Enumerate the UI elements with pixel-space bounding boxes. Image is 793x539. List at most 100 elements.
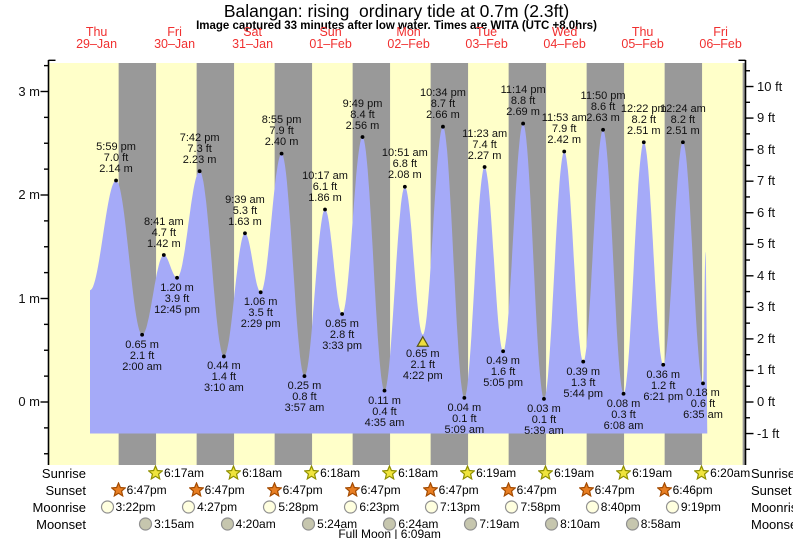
- sunrise-star-icon: [460, 465, 476, 480]
- y-axis-label-m: 3 m: [18, 83, 40, 99]
- sunrise-time: 6:19am: [476, 465, 517, 480]
- moonrise-time: 9:19pm: [680, 499, 721, 514]
- sunset-entry: 6:47pm: [578, 482, 635, 497]
- low-tide-label: 0.65 m 2.1 ft 4:22 pm: [402, 347, 443, 382]
- low-tide-label: 0.44 m 1.4 ft 3:10 am: [204, 360, 244, 395]
- y-axis-label-m: 2 m: [18, 187, 40, 202]
- sunrise-star-icon: [694, 465, 710, 480]
- high-tide-label: 11:53 am 7.9 ft 2.42 m: [541, 112, 587, 147]
- moonset-circle-icon: [383, 517, 397, 531]
- sunset-row-label-left: Sunset: [45, 483, 86, 498]
- low-tide-label: 0.49 m 1.6 ft 5:05 pm: [483, 355, 523, 390]
- low-tide-label: 0.65 m 2.1 ft 2:00 am: [122, 338, 162, 373]
- moonrise-time: 6:23pm: [359, 499, 400, 514]
- tide-extreme-dot: [482, 165, 487, 169]
- y-axis-label-ft: 4 ft: [757, 267, 776, 283]
- day-label: Sat 31–Jan: [232, 25, 274, 51]
- y-axis-label-ft: 8 ft: [757, 141, 776, 157]
- tide-extreme-dot: [258, 290, 263, 295]
- sunrise-time: 6:18am: [398, 465, 439, 480]
- moonrise-row-label-right: Moonrise: [751, 500, 793, 515]
- sunset-star-icon: [344, 482, 360, 497]
- day-label: Sun 01–Feb: [309, 25, 352, 51]
- moonrise-circle-icon: [665, 500, 679, 514]
- sunrise-star-icon: [538, 465, 554, 480]
- sunset-star-icon: [500, 482, 516, 497]
- sunrise-entry: 6:19am: [460, 465, 516, 480]
- high-tide-label: 11:23 am 7.4 ft 2.27 m: [462, 127, 508, 162]
- moonset-circle-icon: [302, 517, 316, 531]
- moonrise-entry: 8:40pm: [585, 499, 641, 514]
- tide-extreme-dot: [542, 396, 546, 401]
- sunset-star-icon: [578, 482, 594, 497]
- sunrise-star-icon: [148, 465, 164, 480]
- high-tide-label: 12:24 am 8.2 ft 2.51 m: [659, 102, 706, 137]
- sunset-time: 6:47pm: [204, 482, 245, 497]
- sunrise-time: 6:17am: [164, 465, 205, 480]
- day-label: Fri 30–Jan: [154, 25, 196, 51]
- moonrise-entry: 5:28pm: [262, 499, 318, 514]
- tide-extreme-dot: [197, 169, 202, 174]
- low-tide-label: 0.25 m 0.8 ft 3:57 am: [284, 380, 325, 415]
- tide-extreme-dot: [340, 312, 345, 316]
- sunset-time: 6:47pm: [282, 482, 323, 497]
- sunset-entry: 6:46pm: [656, 482, 713, 497]
- moonset-circle-icon: [464, 517, 478, 531]
- moonrise-circle-icon: [100, 500, 114, 514]
- low-tide-label: 0.11 m 0.4 ft 4:35 am: [364, 394, 405, 429]
- sunrise-entry: 6:19am: [616, 465, 672, 480]
- tide-extreme-dot: [562, 149, 567, 154]
- low-tide-label: 0.36 m 1.2 ft 6:21 pm: [643, 368, 684, 403]
- high-tide-label: 11:50 pm 8.6 ft 2.63 m: [580, 90, 626, 125]
- sunset-star-icon: [656, 482, 672, 497]
- moonset-circle-icon: [545, 517, 559, 531]
- moonset-entry: 8:58am: [625, 516, 681, 531]
- moonrise-entry: 7:58pm: [504, 499, 561, 514]
- day-label: Tue 03–Feb: [465, 25, 508, 51]
- sunset-time: 6:47pm: [126, 482, 167, 497]
- y-axis-label-ft: 6 ft: [757, 204, 776, 220]
- sunrise-star-icon: [616, 465, 632, 480]
- high-tide-label: 8:41 am 4.7 ft 1.42 m: [143, 215, 184, 250]
- tide-extreme-dot: [161, 253, 166, 257]
- tide-extreme-dot: [221, 354, 226, 359]
- moonrise-entry: 4:27pm: [181, 499, 237, 514]
- tide-extreme-dot: [641, 140, 646, 145]
- sunset-entry: 6:47pm: [344, 482, 401, 497]
- sunset-time: 6:47pm: [516, 482, 557, 497]
- low-tide-label: 0.18 m 0.6 ft 6:35 am: [683, 387, 723, 422]
- sunset-time: 6:47pm: [438, 482, 479, 497]
- sunrise-row-label-left: Sunrise: [41, 466, 86, 481]
- moonset-entry: 7:19am: [463, 516, 519, 531]
- sunset-time: 6:47pm: [360, 482, 401, 497]
- sunset-entry: 6:47pm: [422, 482, 479, 497]
- moonrise-time: 8:40pm: [600, 499, 641, 514]
- high-tide-label: 9:39 am 5.3 ft 1.63 m: [225, 193, 265, 228]
- sunset-star-icon: [110, 482, 126, 497]
- moonrise-circle-icon: [263, 500, 277, 514]
- tide-extreme-dot: [402, 184, 407, 189]
- moonrise-circle-icon: [424, 500, 439, 514]
- high-tide-label: 11:14 pm 8.8 ft 2.69 m: [500, 84, 546, 119]
- moonrise-entry: 7:13pm: [424, 499, 480, 514]
- high-tide-label: 12:22 pm 8.2 ft 2.51 m: [620, 102, 667, 137]
- sunrise-entry: 6:18am: [304, 465, 360, 480]
- tide-extreme-dot: [279, 151, 284, 156]
- moonset-row-label-left: Moonset: [36, 517, 86, 532]
- sunrise-time: 6:18am: [242, 465, 283, 480]
- y-axis-label-ft: 3 ft: [757, 299, 776, 315]
- moonrise-row-label-left: Moonrise: [32, 500, 86, 515]
- tide-extreme-dot: [701, 381, 705, 386]
- moonrise-entry: 9:19pm: [665, 499, 721, 514]
- sunrise-row-label-right: Sunrise: [751, 466, 793, 481]
- tide-extreme-dot: [621, 391, 626, 396]
- moonset-time: 4:20am: [235, 516, 276, 531]
- sunrise-time: 6:18am: [320, 465, 361, 480]
- high-tide-label: 7:42 pm 7.3 ft 2.23 m: [179, 131, 220, 166]
- sunset-entry: 6:47pm: [110, 482, 167, 497]
- sunrise-time: 6:20am: [710, 465, 751, 480]
- sunrise-star-icon: [382, 465, 398, 480]
- tide-extreme-dot: [114, 178, 118, 183]
